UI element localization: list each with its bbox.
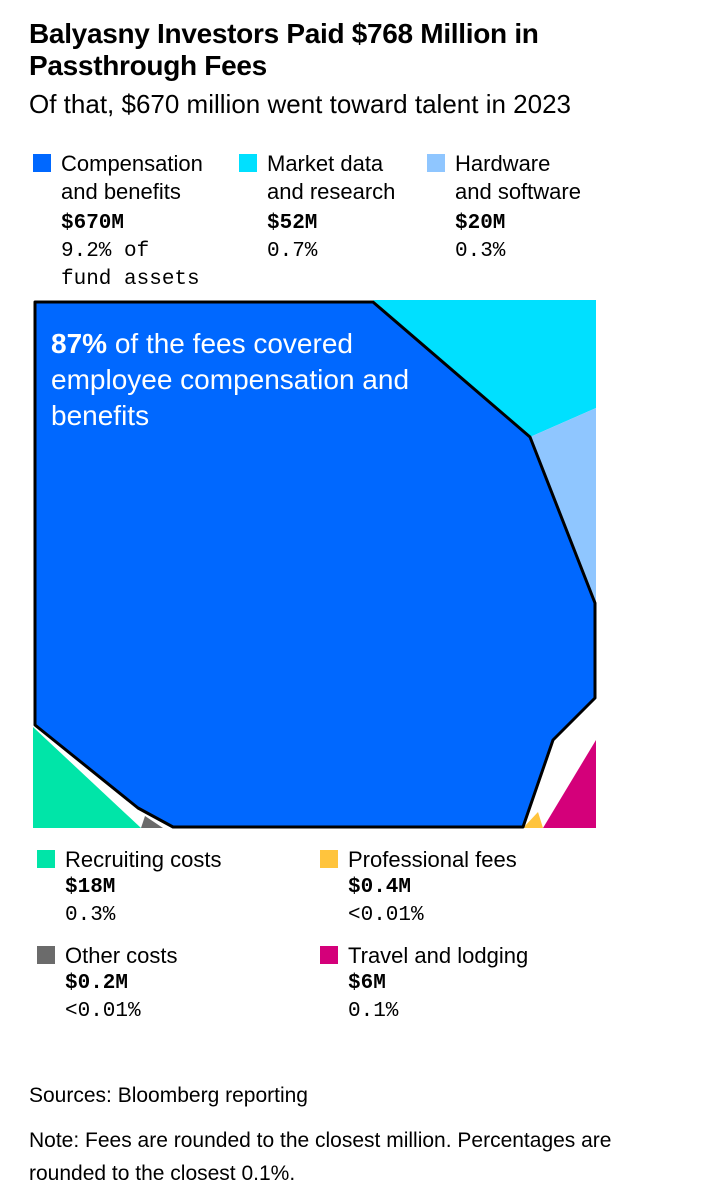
legend-item-market-data: Market data and research $52M 0.7% bbox=[239, 150, 439, 270]
chart-title: Balyasny Investors Paid $768 Million in … bbox=[29, 18, 539, 81]
legend-value-hardware: $20M bbox=[455, 212, 506, 235]
note-text: Note: Fees are rounded to the closest mi… bbox=[29, 1129, 612, 1185]
legend-pct-compensation: 9.2% of fund assets bbox=[61, 240, 200, 291]
legend-label-other: Other costs bbox=[65, 943, 178, 968]
legend-item-hardware: Hardware and software $20M 0.3% bbox=[427, 150, 627, 270]
legend-pct-recruiting: 0.3% bbox=[65, 904, 116, 927]
segment-market-data bbox=[373, 300, 596, 437]
legend-label-professional: Professional fees bbox=[348, 847, 517, 872]
sources-text: Sources: Bloomberg reporting bbox=[29, 1084, 308, 1107]
segment-compensation bbox=[33, 300, 597, 829]
legend-value-travel: $6M bbox=[348, 972, 386, 995]
legend-item-travel: Travel and lodging $6M 0.1% bbox=[320, 942, 580, 1023]
segment-other bbox=[141, 816, 163, 828]
legend-value-market-data: $52M bbox=[267, 212, 318, 235]
legend-pct-travel: 0.1% bbox=[348, 1000, 399, 1023]
segment-travel bbox=[543, 740, 596, 828]
legend-swatch-professional bbox=[320, 850, 338, 868]
treemap-callout: 87% of the fees covered employee compens… bbox=[51, 326, 411, 434]
legend-value-recruiting: $18M bbox=[65, 876, 116, 899]
legend-label-hardware: Hardware and software bbox=[455, 151, 581, 204]
legend-pct-other: <0.01% bbox=[65, 1000, 141, 1023]
segment-hardware bbox=[530, 408, 596, 602]
legend-swatch-hardware bbox=[427, 154, 445, 172]
legend-item-recruiting: Recruiting costs $18M 0.3% bbox=[37, 846, 297, 927]
callout-text: of the fees covered employee compensatio… bbox=[51, 328, 410, 431]
treemap-chart bbox=[33, 300, 597, 829]
legend-pct-hardware: 0.3% bbox=[455, 240, 506, 263]
segment-professional bbox=[523, 812, 543, 828]
legend-value-professional: $0.4M bbox=[348, 876, 412, 899]
legend-pct-professional: <0.01% bbox=[348, 904, 424, 927]
legend-pct-market-data: 0.7% bbox=[267, 240, 318, 263]
callout-percent: 87% bbox=[51, 328, 108, 359]
segment-recruiting bbox=[33, 727, 141, 828]
legend-value-other: $0.2M bbox=[65, 972, 129, 995]
legend-item-professional: Professional fees $0.4M <0.01% bbox=[320, 846, 580, 927]
legend-label-market-data: Market data and research bbox=[267, 151, 396, 204]
legend-label-recruiting: Recruiting costs bbox=[65, 847, 222, 872]
legend-swatch-recruiting bbox=[37, 850, 55, 868]
legend-swatch-compensation bbox=[33, 154, 51, 172]
legend-label-compensation: Compensation and benefits bbox=[61, 151, 203, 204]
legend-item-compensation: Compensation and benefits $670M 9.2% of … bbox=[33, 150, 233, 295]
legend-swatch-travel bbox=[320, 946, 338, 964]
legend-item-other: Other costs $0.2M <0.01% bbox=[37, 942, 297, 1023]
legend-swatch-other bbox=[37, 946, 55, 964]
legend-value-compensation: $670M bbox=[61, 212, 125, 235]
legend-swatch-market-data bbox=[239, 154, 257, 172]
chart-subtitle: Of that, $670 million went toward talent… bbox=[29, 89, 571, 119]
legend-label-travel: Travel and lodging bbox=[348, 943, 529, 968]
